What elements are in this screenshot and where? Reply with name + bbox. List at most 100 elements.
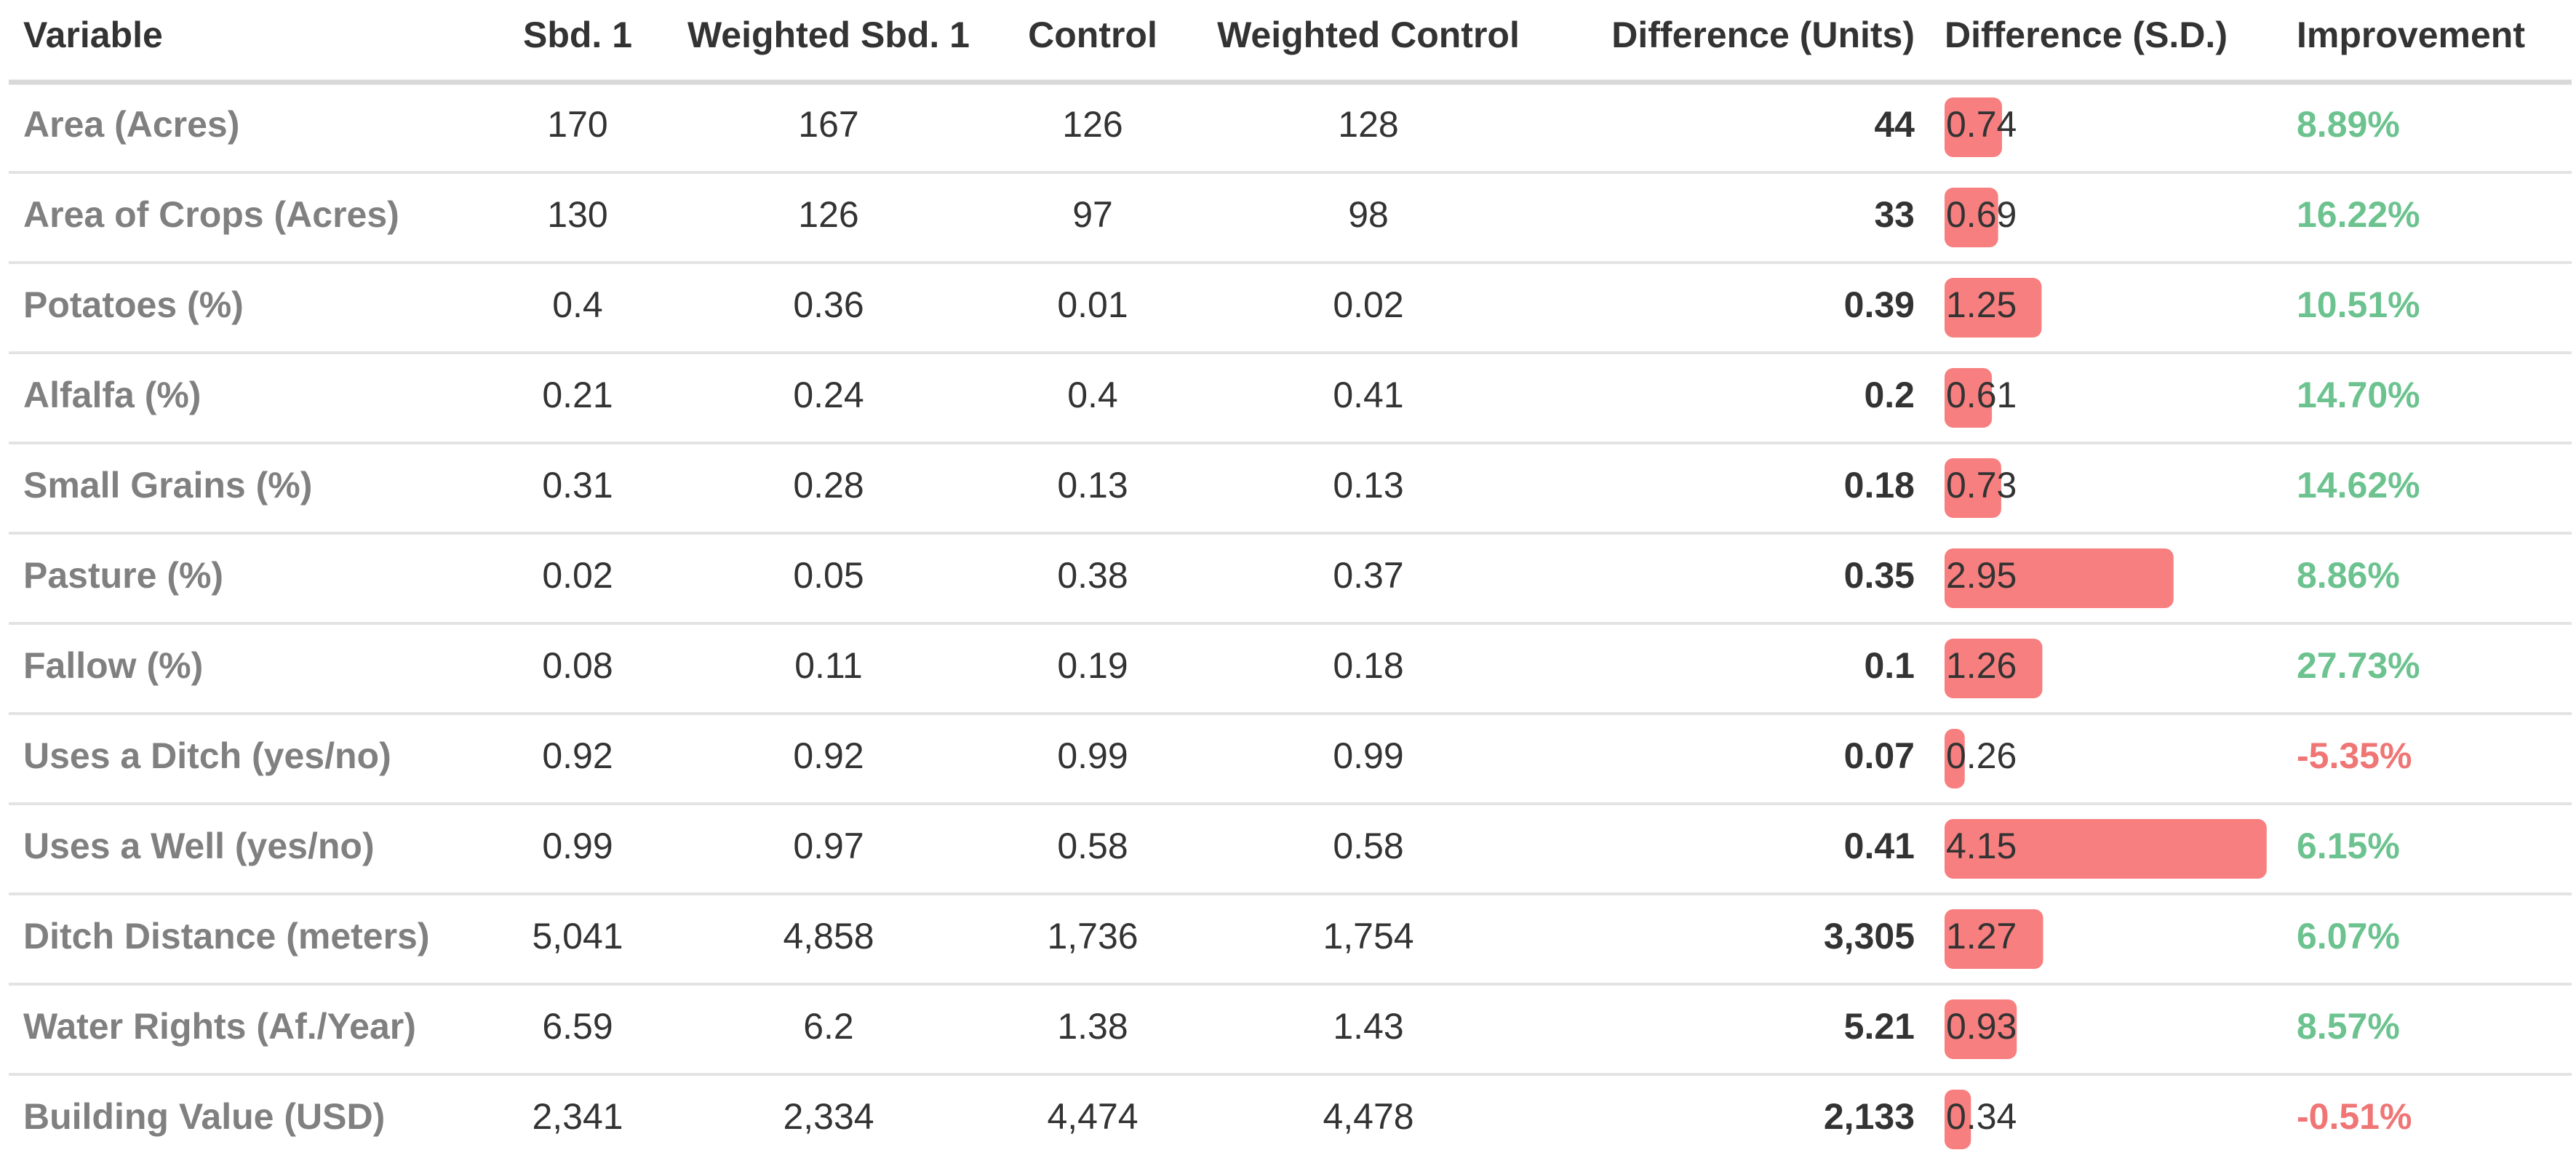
variable-label: Pasture (%) [23, 555, 223, 596]
cell-value: 0.31 [542, 465, 613, 506]
cell-value: 0.99 [542, 826, 613, 866]
cell-value: 0.13 [1333, 465, 1403, 506]
cell-value: 0.41 [1333, 375, 1403, 415]
cell-value: 0.99 [1057, 735, 1128, 776]
sd-bar [1945, 909, 2043, 969]
difference-units: 0.07 [1844, 735, 1915, 776]
cell-value: 0.58 [1057, 826, 1128, 866]
cell-value: 2,334 [783, 1096, 874, 1137]
cell-value: 0.36 [793, 284, 864, 325]
improvement: 6.07% [2297, 916, 2400, 957]
improvement: 14.70% [2297, 375, 2420, 415]
cell-value: 0.97 [793, 826, 864, 866]
sd-value: 0.73 [1946, 465, 2017, 506]
cell-value: 0.08 [542, 645, 613, 686]
column-header: Difference (S.D.) [1945, 15, 2228, 55]
cell-value: 4,478 [1323, 1096, 1413, 1137]
cell-value: 0.05 [793, 555, 864, 596]
column-header: Sbd. 1 [523, 15, 632, 55]
sd-bar [1945, 729, 1965, 788]
cell-value: 170 [547, 104, 607, 145]
column-header: Difference (Units) [1611, 15, 1915, 55]
cell-value: 1,736 [1047, 916, 1138, 957]
sd-bar [1945, 999, 2017, 1059]
cell-value: 0.92 [793, 735, 864, 776]
variable-label: Potatoes (%) [23, 284, 244, 325]
cell-value: 126 [798, 194, 858, 235]
sd-value: 4.15 [1946, 826, 2017, 866]
sd-bar [1945, 278, 2042, 338]
sd-bar [1945, 458, 2001, 518]
difference-units: 5.21 [1844, 1006, 1915, 1047]
sd-value: 1.25 [1946, 284, 2017, 325]
sd-value: 0.69 [1946, 194, 2017, 235]
cell-value: 0.24 [793, 375, 864, 415]
variable-label: Alfalfa (%) [23, 375, 201, 415]
cell-value: 1.38 [1057, 1006, 1128, 1047]
sd-value: 0.74 [1946, 104, 2017, 145]
improvement: 10.51% [2297, 284, 2420, 325]
cell-value: 0.37 [1333, 555, 1403, 596]
cell-value: 2,341 [532, 1096, 623, 1137]
sd-bar [1945, 639, 2043, 698]
improvement: 14.62% [2297, 465, 2420, 506]
sd-value: 0.93 [1946, 1006, 2017, 1047]
variable-label: Ditch Distance (meters) [23, 916, 430, 957]
cell-value: 0.11 [794, 645, 863, 686]
sd-bar [1945, 368, 1993, 428]
column-header: Weighted Sbd. 1 [687, 15, 970, 55]
cell-value: 97 [1072, 194, 1113, 235]
improvement: 16.22% [2297, 194, 2420, 235]
column-header: Improvement [2297, 15, 2525, 55]
cell-value: 0.21 [542, 375, 613, 415]
variable-label: Area (Acres) [23, 104, 239, 145]
variable-label: Uses a Ditch (yes/no) [23, 735, 391, 776]
column-header: Variable [23, 15, 163, 55]
cell-value: 1.43 [1333, 1006, 1403, 1047]
variable-label: Fallow (%) [23, 645, 203, 686]
cell-value: 0.02 [542, 555, 613, 596]
cell-value: 5,041 [532, 916, 623, 957]
cell-value: 167 [798, 104, 858, 145]
cell-value: 0.13 [1057, 465, 1128, 506]
cell-value: 0.38 [1057, 555, 1128, 596]
difference-units: 0.18 [1844, 465, 1915, 506]
difference-units: 44 [1874, 104, 1915, 145]
cell-value: 0.4 [1067, 375, 1118, 415]
sd-value: 1.27 [1946, 916, 2017, 957]
cell-value: 6.2 [803, 1006, 854, 1047]
difference-units: 0.39 [1844, 284, 1915, 325]
cell-value: 128 [1338, 104, 1398, 145]
variable-label: Small Grains (%) [23, 465, 312, 506]
difference-units: 0.2 [1864, 375, 1915, 415]
sd-bar [1945, 548, 2174, 608]
sd-value: 0.26 [1946, 735, 2017, 776]
cell-value: 0.18 [1333, 645, 1403, 686]
sd-value: 2.95 [1946, 555, 2017, 596]
difference-units: 0.1 [1864, 645, 1915, 686]
variable-label: Water Rights (Af./Year) [23, 1006, 416, 1047]
variable-label: Area of Crops (Acres) [23, 194, 399, 235]
cell-value: 1,754 [1323, 916, 1413, 957]
cell-value: 98 [1348, 194, 1389, 235]
variable-label: Building Value (USD) [23, 1096, 385, 1137]
cell-value: 0.4 [552, 284, 603, 325]
difference-units: 33 [1874, 194, 1915, 235]
sd-bar [1945, 819, 2267, 879]
cell-value: 0.99 [1333, 735, 1403, 776]
column-header: Weighted Control [1217, 15, 1520, 55]
cell-value: 126 [1062, 104, 1122, 145]
cell-value: 0.58 [1333, 826, 1403, 866]
column-header: Control [1028, 15, 1157, 55]
improvement: 6.15% [2297, 826, 2400, 866]
sd-value: 0.34 [1946, 1096, 2017, 1137]
difference-units: 0.41 [1844, 826, 1915, 866]
improvement: 8.89% [2297, 104, 2400, 145]
sd-value: 0.61 [1946, 375, 2017, 415]
sd-bar [1945, 97, 2002, 157]
difference-units: 0.35 [1844, 555, 1915, 596]
improvement: 8.86% [2297, 555, 2400, 596]
difference-units: 3,305 [1824, 916, 1915, 957]
